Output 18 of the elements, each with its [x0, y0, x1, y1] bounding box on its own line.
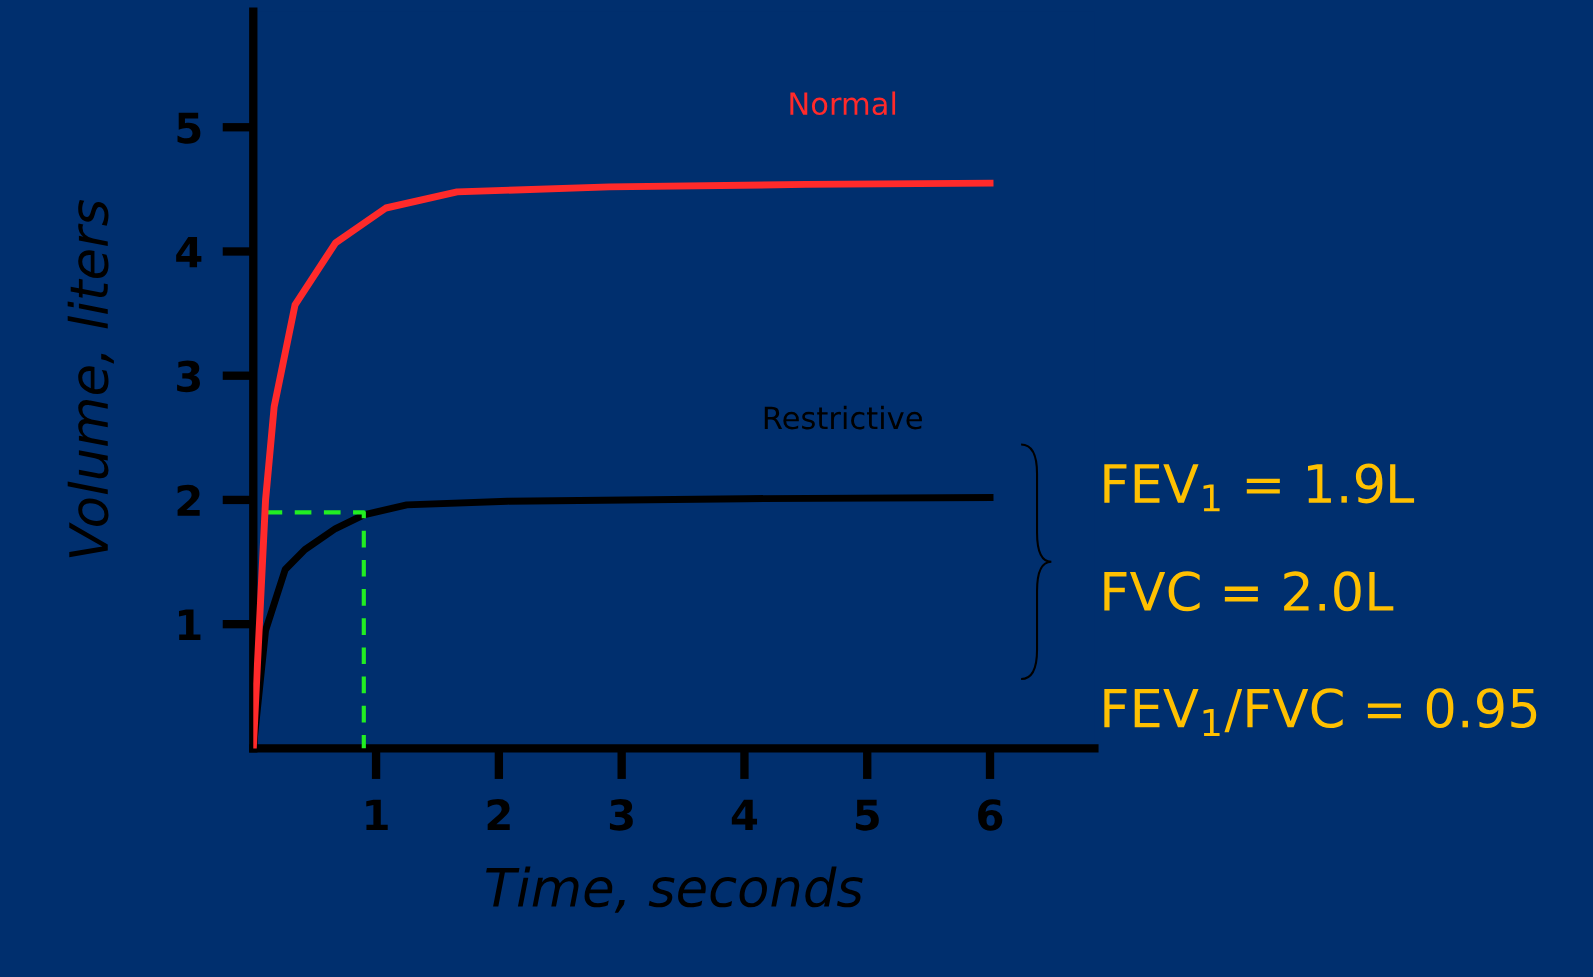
y-tick-label: 2 [177, 484, 200, 516]
x-tick-label: 6 [978, 799, 1003, 831]
text: FEV$_{1}$ = 1.9L [1104, 463, 1415, 512]
y-tick-label: 3 [177, 360, 200, 393]
x-tick-label: 1 [366, 799, 388, 831]
x-tick-label: 5 [855, 799, 879, 831]
x-tick-label: 4 [731, 799, 758, 831]
y-tick-label: 5 [177, 112, 201, 144]
text: FVC = 2.0L [1104, 571, 1394, 612]
y-axis-title: Volume, liters [67, 199, 114, 558]
x-tick-label: 2 [487, 799, 510, 831]
text: Restrictive [764, 405, 922, 430]
text: FEV$_{1}$/FVC = 0.95 [1104, 688, 1537, 737]
x-axis-title: Time, seconds [486, 866, 863, 913]
y-tick-label: 4 [176, 236, 202, 268]
x-tick-label: 3 [609, 799, 633, 831]
y-tick-label: 1 [179, 609, 201, 640]
text: Normal [790, 91, 896, 116]
